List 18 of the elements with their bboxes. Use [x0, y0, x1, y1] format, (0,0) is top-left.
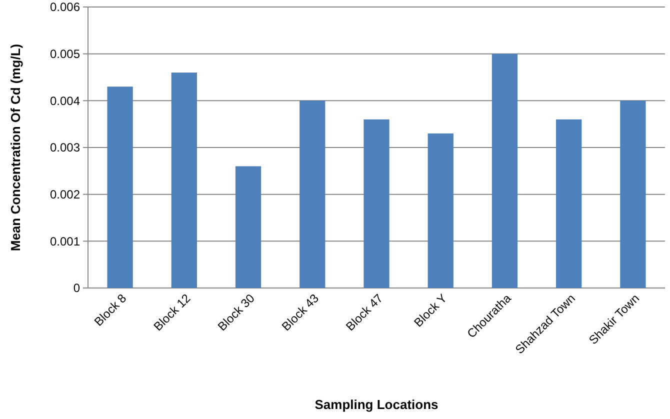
bar	[300, 100, 326, 288]
y-axis-title: Mean Concentration Of Cd (mg/L)	[8, 44, 23, 252]
y-tick-label: 0.004	[50, 94, 80, 108]
bar	[556, 119, 582, 288]
y-tick-label: 0.003	[50, 140, 80, 155]
bar	[364, 119, 390, 288]
bar	[171, 72, 197, 288]
x-axis-title: Sampling Locations	[314, 397, 438, 412]
y-tick-label: 0.005	[50, 47, 80, 62]
y-tick-label: 0.006	[50, 0, 80, 14]
bar	[107, 86, 133, 288]
bar	[428, 133, 454, 288]
y-tick-label: 0.001	[50, 234, 80, 248]
bar	[620, 100, 646, 288]
bar	[492, 54, 518, 288]
y-tick-label: 0	[73, 281, 80, 296]
bar	[235, 166, 262, 288]
y-tick-label: 0.002	[50, 188, 80, 202]
